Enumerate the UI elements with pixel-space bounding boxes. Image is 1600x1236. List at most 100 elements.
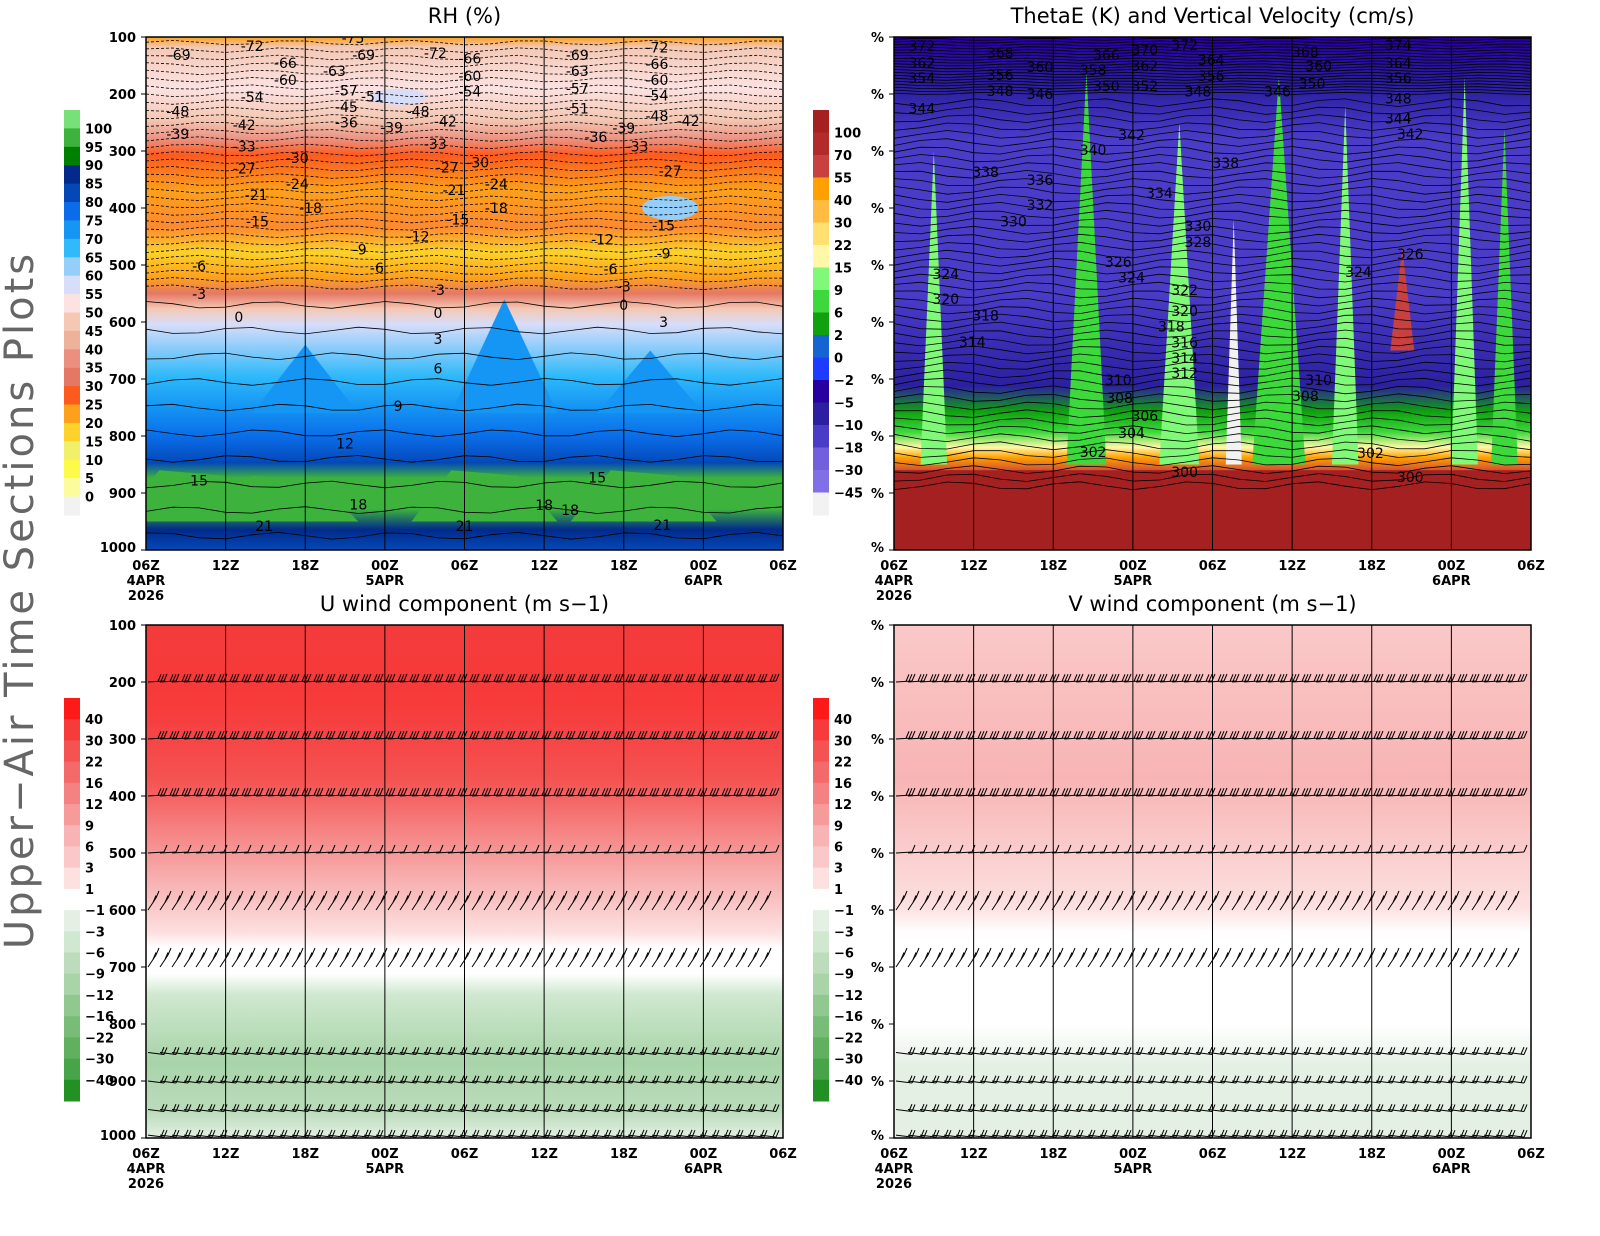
wind-barb xyxy=(219,730,240,740)
wind-barb-feather xyxy=(1043,673,1048,682)
wind-barb-feather xyxy=(551,947,556,956)
wind-barb xyxy=(567,947,580,968)
wind-barb-feather xyxy=(163,844,168,853)
wind-barb xyxy=(616,625,625,626)
wind-barb-feather xyxy=(1371,947,1376,956)
wind-barb xyxy=(591,844,612,854)
wind-barb-feather xyxy=(335,890,340,899)
wind-barb-shaft xyxy=(1507,897,1517,911)
wind-barb-feather xyxy=(719,947,724,956)
colorbar-swatch xyxy=(64,825,80,847)
wind-barb-feather xyxy=(229,788,234,796)
wind-barb-feather xyxy=(983,730,988,739)
wind-barb xyxy=(919,730,940,740)
wind-barb-feather xyxy=(1313,674,1318,682)
wind-barb xyxy=(579,890,592,911)
wind-barb-feather xyxy=(617,617,620,624)
wind-barb-feather xyxy=(644,617,647,624)
wind-barb-feather xyxy=(1200,952,1205,960)
wind-barb-feather xyxy=(1317,617,1320,624)
wind-barb-feather xyxy=(455,890,460,899)
wind-barb-feather xyxy=(1191,890,1196,899)
wind-barb-feather xyxy=(1415,730,1420,739)
wind-barb-feather xyxy=(1104,895,1109,903)
wind-barb-feather xyxy=(1056,895,1061,903)
wind-barb-shaft xyxy=(1135,851,1153,854)
wind-barb-feather xyxy=(752,617,755,624)
wind-barb-feather xyxy=(235,730,240,739)
wind-barb-feather xyxy=(661,788,666,796)
wind-barb xyxy=(495,787,516,797)
wind-barb xyxy=(243,890,256,911)
wind-barb-shaft xyxy=(1051,851,1069,854)
wind-barb-feather xyxy=(1191,947,1196,956)
wind-barb-feather xyxy=(1035,890,1040,899)
wind-barb-feather xyxy=(596,952,601,960)
wind-barb-feather xyxy=(1043,730,1048,739)
wind-barb-feather xyxy=(939,947,944,956)
rh-moist-patch xyxy=(370,88,427,105)
wind-barb-feather xyxy=(659,890,664,899)
contour-label: 314 xyxy=(959,335,986,351)
wind-barb-feather xyxy=(1493,731,1498,739)
wind-barb-feather xyxy=(416,952,421,960)
wind-barb-feather xyxy=(996,895,1001,903)
wind-barb-feather xyxy=(331,730,336,739)
wind-barb-shaft xyxy=(1351,897,1361,911)
wind-barb-feather xyxy=(1299,890,1304,899)
wind-barb xyxy=(1147,673,1168,683)
colorbar-label: −9 xyxy=(85,968,105,983)
wind-barb-feather xyxy=(993,617,996,624)
wind-barb-feather xyxy=(745,788,750,796)
wind-barb-feather xyxy=(400,787,405,796)
wind-barb-feather xyxy=(1338,617,1341,624)
wind-barb-feather xyxy=(176,952,181,960)
wind-barb xyxy=(663,787,684,797)
wind-barb-feather xyxy=(187,844,192,853)
x-tick-label: 12Z xyxy=(1278,559,1306,574)
wind-barb-feather xyxy=(968,787,973,796)
wind-barb-feather xyxy=(407,890,412,899)
colorbar-label: 3 xyxy=(85,862,94,877)
wind-barb-shaft xyxy=(651,954,661,968)
wind-barb xyxy=(1447,844,1468,854)
wind-barb-shaft xyxy=(363,851,381,854)
wind-barb-shaft xyxy=(159,897,169,911)
wind-barb-feather xyxy=(956,673,961,682)
wind-barb-feather xyxy=(280,787,285,796)
wind-barb xyxy=(1088,625,1097,626)
wind-barb-feather xyxy=(1128,617,1131,624)
colorbar-label: 15 xyxy=(834,262,852,277)
wind-barb-shaft xyxy=(291,954,301,968)
wind-barb-feather xyxy=(535,787,540,796)
wind-barb-feather xyxy=(757,731,762,739)
wind-barb-feather xyxy=(572,895,577,903)
wind-barb-shaft xyxy=(1351,851,1369,854)
wind-barb xyxy=(195,844,216,854)
wind-barb-feather xyxy=(772,787,777,796)
wind-barb-feather xyxy=(193,788,198,796)
wind-barb-feather xyxy=(440,895,445,903)
contour-label: 334 xyxy=(1146,186,1173,202)
wind-barb-feather xyxy=(1344,952,1349,960)
wind-barb-feather xyxy=(1503,890,1508,899)
wind-barb-feather xyxy=(499,673,504,682)
wind-barb-feather xyxy=(1229,674,1234,682)
wind-barb-feather xyxy=(320,952,325,960)
wind-barb-feather xyxy=(920,673,925,682)
y-tick-label: % xyxy=(871,541,884,556)
colorbar-label: 5 xyxy=(85,472,94,487)
wind-barb-feather xyxy=(1064,787,1069,796)
wind-barb xyxy=(435,730,456,740)
wind-barb xyxy=(759,890,772,911)
wind-barb-feather xyxy=(385,674,390,682)
wind-barb-feather xyxy=(403,673,408,682)
wind-barb-shaft xyxy=(591,897,601,911)
wind-barb-feather xyxy=(601,731,606,739)
wind-barb-shaft xyxy=(1279,954,1289,968)
wind-barb-feather xyxy=(1311,890,1316,899)
wind-barb-feather xyxy=(1256,787,1261,796)
wind-barb-feather xyxy=(332,617,335,624)
y-tick-label: % xyxy=(871,145,884,160)
wind-barb-feather xyxy=(1260,895,1265,903)
